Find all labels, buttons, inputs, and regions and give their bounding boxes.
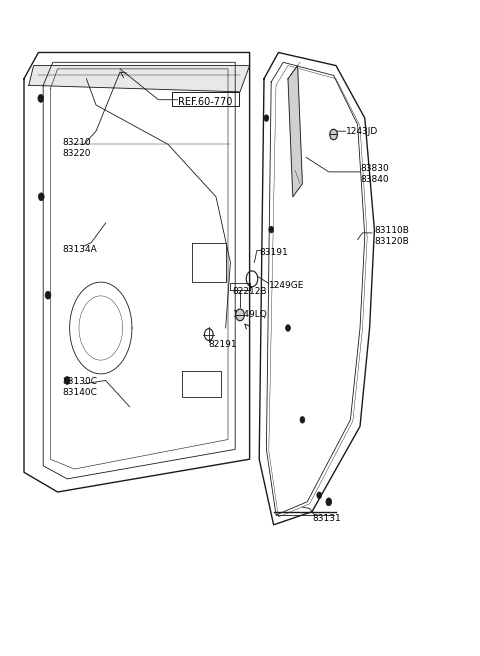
Circle shape [326,498,332,506]
Text: 83134A: 83134A [62,245,97,254]
Circle shape [236,309,244,321]
Text: 83130C
83140C: 83130C 83140C [62,377,97,397]
Circle shape [38,94,44,102]
Circle shape [286,325,290,331]
Text: 83131: 83131 [312,514,341,523]
Circle shape [264,115,269,121]
Text: 1249LQ: 1249LQ [233,310,267,319]
Text: 82191: 82191 [209,340,238,349]
Text: 82212B: 82212B [233,287,267,297]
Circle shape [45,291,51,299]
Text: 1243JD: 1243JD [346,127,378,136]
Text: 83210
83220: 83210 83220 [62,138,91,157]
Text: 1249GE: 1249GE [269,281,304,290]
Circle shape [64,377,70,384]
Circle shape [317,492,322,499]
Circle shape [300,417,305,423]
Circle shape [330,129,337,140]
Polygon shape [288,66,302,197]
Text: REF.60-770: REF.60-770 [178,96,232,107]
Polygon shape [29,66,250,92]
Text: 83191: 83191 [259,248,288,257]
Circle shape [38,193,44,201]
Circle shape [269,226,274,233]
Text: 83110B
83120B: 83110B 83120B [374,226,409,246]
Text: 83830
83840: 83830 83840 [360,164,389,184]
